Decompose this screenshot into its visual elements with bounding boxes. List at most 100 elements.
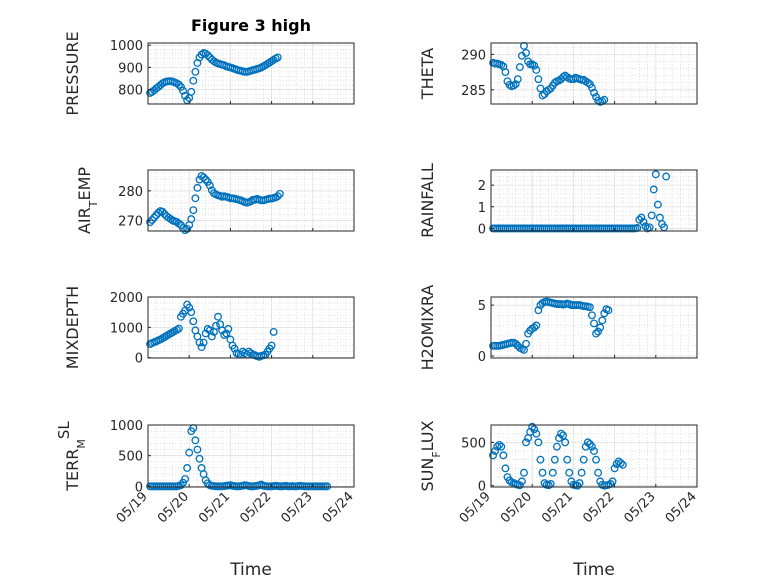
data-point: [203, 51, 212, 60]
data-point: [530, 323, 539, 332]
figure-title: Figure 3 high: [191, 16, 311, 35]
data-point: [544, 85, 553, 94]
x-tick-label: 05/22: [237, 489, 274, 526]
data-point: [538, 91, 547, 100]
data-point: [199, 173, 208, 182]
data-point: [179, 86, 187, 95]
data-point: [511, 80, 520, 89]
data-point: [530, 61, 539, 70]
y-tick-label: 290: [461, 48, 486, 63]
y-axis-label-part: T: [87, 200, 100, 208]
data-point: [174, 219, 183, 228]
data-point: [577, 468, 586, 477]
data-point: [596, 323, 605, 332]
y-tick-label: 1000: [110, 419, 143, 434]
y-axis-label: RAINFALL: [418, 163, 437, 238]
subplot-2: 285 290 THETA: [418, 41, 698, 106]
data-point: [323, 482, 332, 491]
data-point: [158, 207, 167, 216]
x-axis-label-left: Time: [229, 560, 272, 580]
x-tick-label: 05/24: [663, 489, 700, 526]
data-point: [651, 170, 660, 179]
data-point: [604, 306, 613, 315]
data-point: [193, 445, 202, 454]
x-tick-label: 05/20: [155, 489, 192, 526]
data-point: [495, 440, 504, 449]
y-axis-label-part: TERR: [63, 449, 82, 492]
data-point: [515, 481, 524, 490]
data-point: [191, 67, 200, 76]
data-point: [565, 468, 574, 477]
data-point: [579, 455, 588, 464]
data-point: [583, 438, 592, 447]
data-point: [511, 339, 520, 348]
data-point: [575, 479, 584, 488]
data-point: [536, 455, 545, 464]
y-axis-label: THETA: [418, 48, 437, 100]
y-axis-label-part: F: [430, 451, 443, 457]
data-point: [247, 349, 255, 358]
y-axis-label: SUNFLUX: [418, 420, 443, 491]
y-axis-label-part: M: [75, 439, 88, 449]
data-point: [637, 213, 646, 222]
data-point: [550, 78, 559, 87]
axes-box: [490, 169, 698, 232]
subplot-7: 0 500 1000 05/19 05/20 05/21 05/22 05/23 05/24 TE…: [55, 419, 357, 526]
data-point: [513, 75, 522, 84]
y-tick-label: 0: [478, 480, 486, 495]
y-axis-label-part: PRESSURE: [63, 31, 82, 115]
subplot-8: 0 500 05/19 05/20 05/21 05/22 05/23 05/24 SUNFLU…: [418, 420, 700, 526]
data-point: [214, 312, 222, 321]
data-point: [166, 215, 175, 224]
data-point: [550, 455, 559, 464]
data-point: [536, 84, 545, 93]
data-point: [641, 222, 650, 231]
data-point: [203, 324, 212, 333]
data-point: [594, 468, 603, 477]
data-point: [191, 436, 200, 445]
y-tick-label: 900: [118, 61, 143, 76]
axes-box: [490, 424, 698, 488]
data-point: [522, 48, 530, 57]
data-point: [610, 464, 619, 473]
y-axis-label-part: SL: [55, 421, 73, 440]
x-tick-label: 05/23: [622, 489, 659, 526]
data-point: [152, 211, 161, 220]
data-point: [534, 306, 543, 315]
y-axis-label-part: H2OMIXRA: [418, 285, 437, 371]
data-point: [189, 206, 198, 215]
data-point: [183, 224, 192, 233]
y-axis-label-part: THETA: [418, 48, 437, 100]
data-point: [534, 438, 543, 447]
data-point: [224, 324, 233, 333]
data-point: [222, 329, 231, 338]
plot-area: [491, 297, 697, 358]
data-point: [662, 172, 671, 181]
y-axis-label: AIRTEMP: [75, 167, 100, 234]
data-point: [559, 431, 568, 440]
data-point: [191, 194, 200, 203]
subplot-4: 0 1 2 RAINFALL: [418, 163, 698, 238]
y-tick-label: 285: [461, 84, 486, 99]
data-point: [187, 87, 196, 96]
y-axis-label: MIXDEPTH: [63, 286, 82, 369]
data-point: [174, 324, 183, 333]
data-point: [517, 477, 526, 486]
y-tick-label: 280: [118, 185, 143, 200]
data-point: [275, 189, 284, 198]
data-point: [590, 319, 598, 328]
data-point: [177, 82, 185, 91]
y-tick-label: 2: [478, 179, 486, 194]
data-point: [608, 477, 617, 486]
data-point: [594, 327, 603, 336]
y-tick-label: 0: [135, 480, 143, 495]
data-point: [195, 338, 204, 347]
data-point: [515, 63, 524, 72]
data-point: [493, 442, 502, 451]
data-point: [501, 464, 510, 473]
y-axis-label-part: AIR: [75, 207, 94, 234]
data-point: [269, 327, 278, 336]
data-point: [177, 481, 185, 490]
data-point: [587, 311, 596, 320]
